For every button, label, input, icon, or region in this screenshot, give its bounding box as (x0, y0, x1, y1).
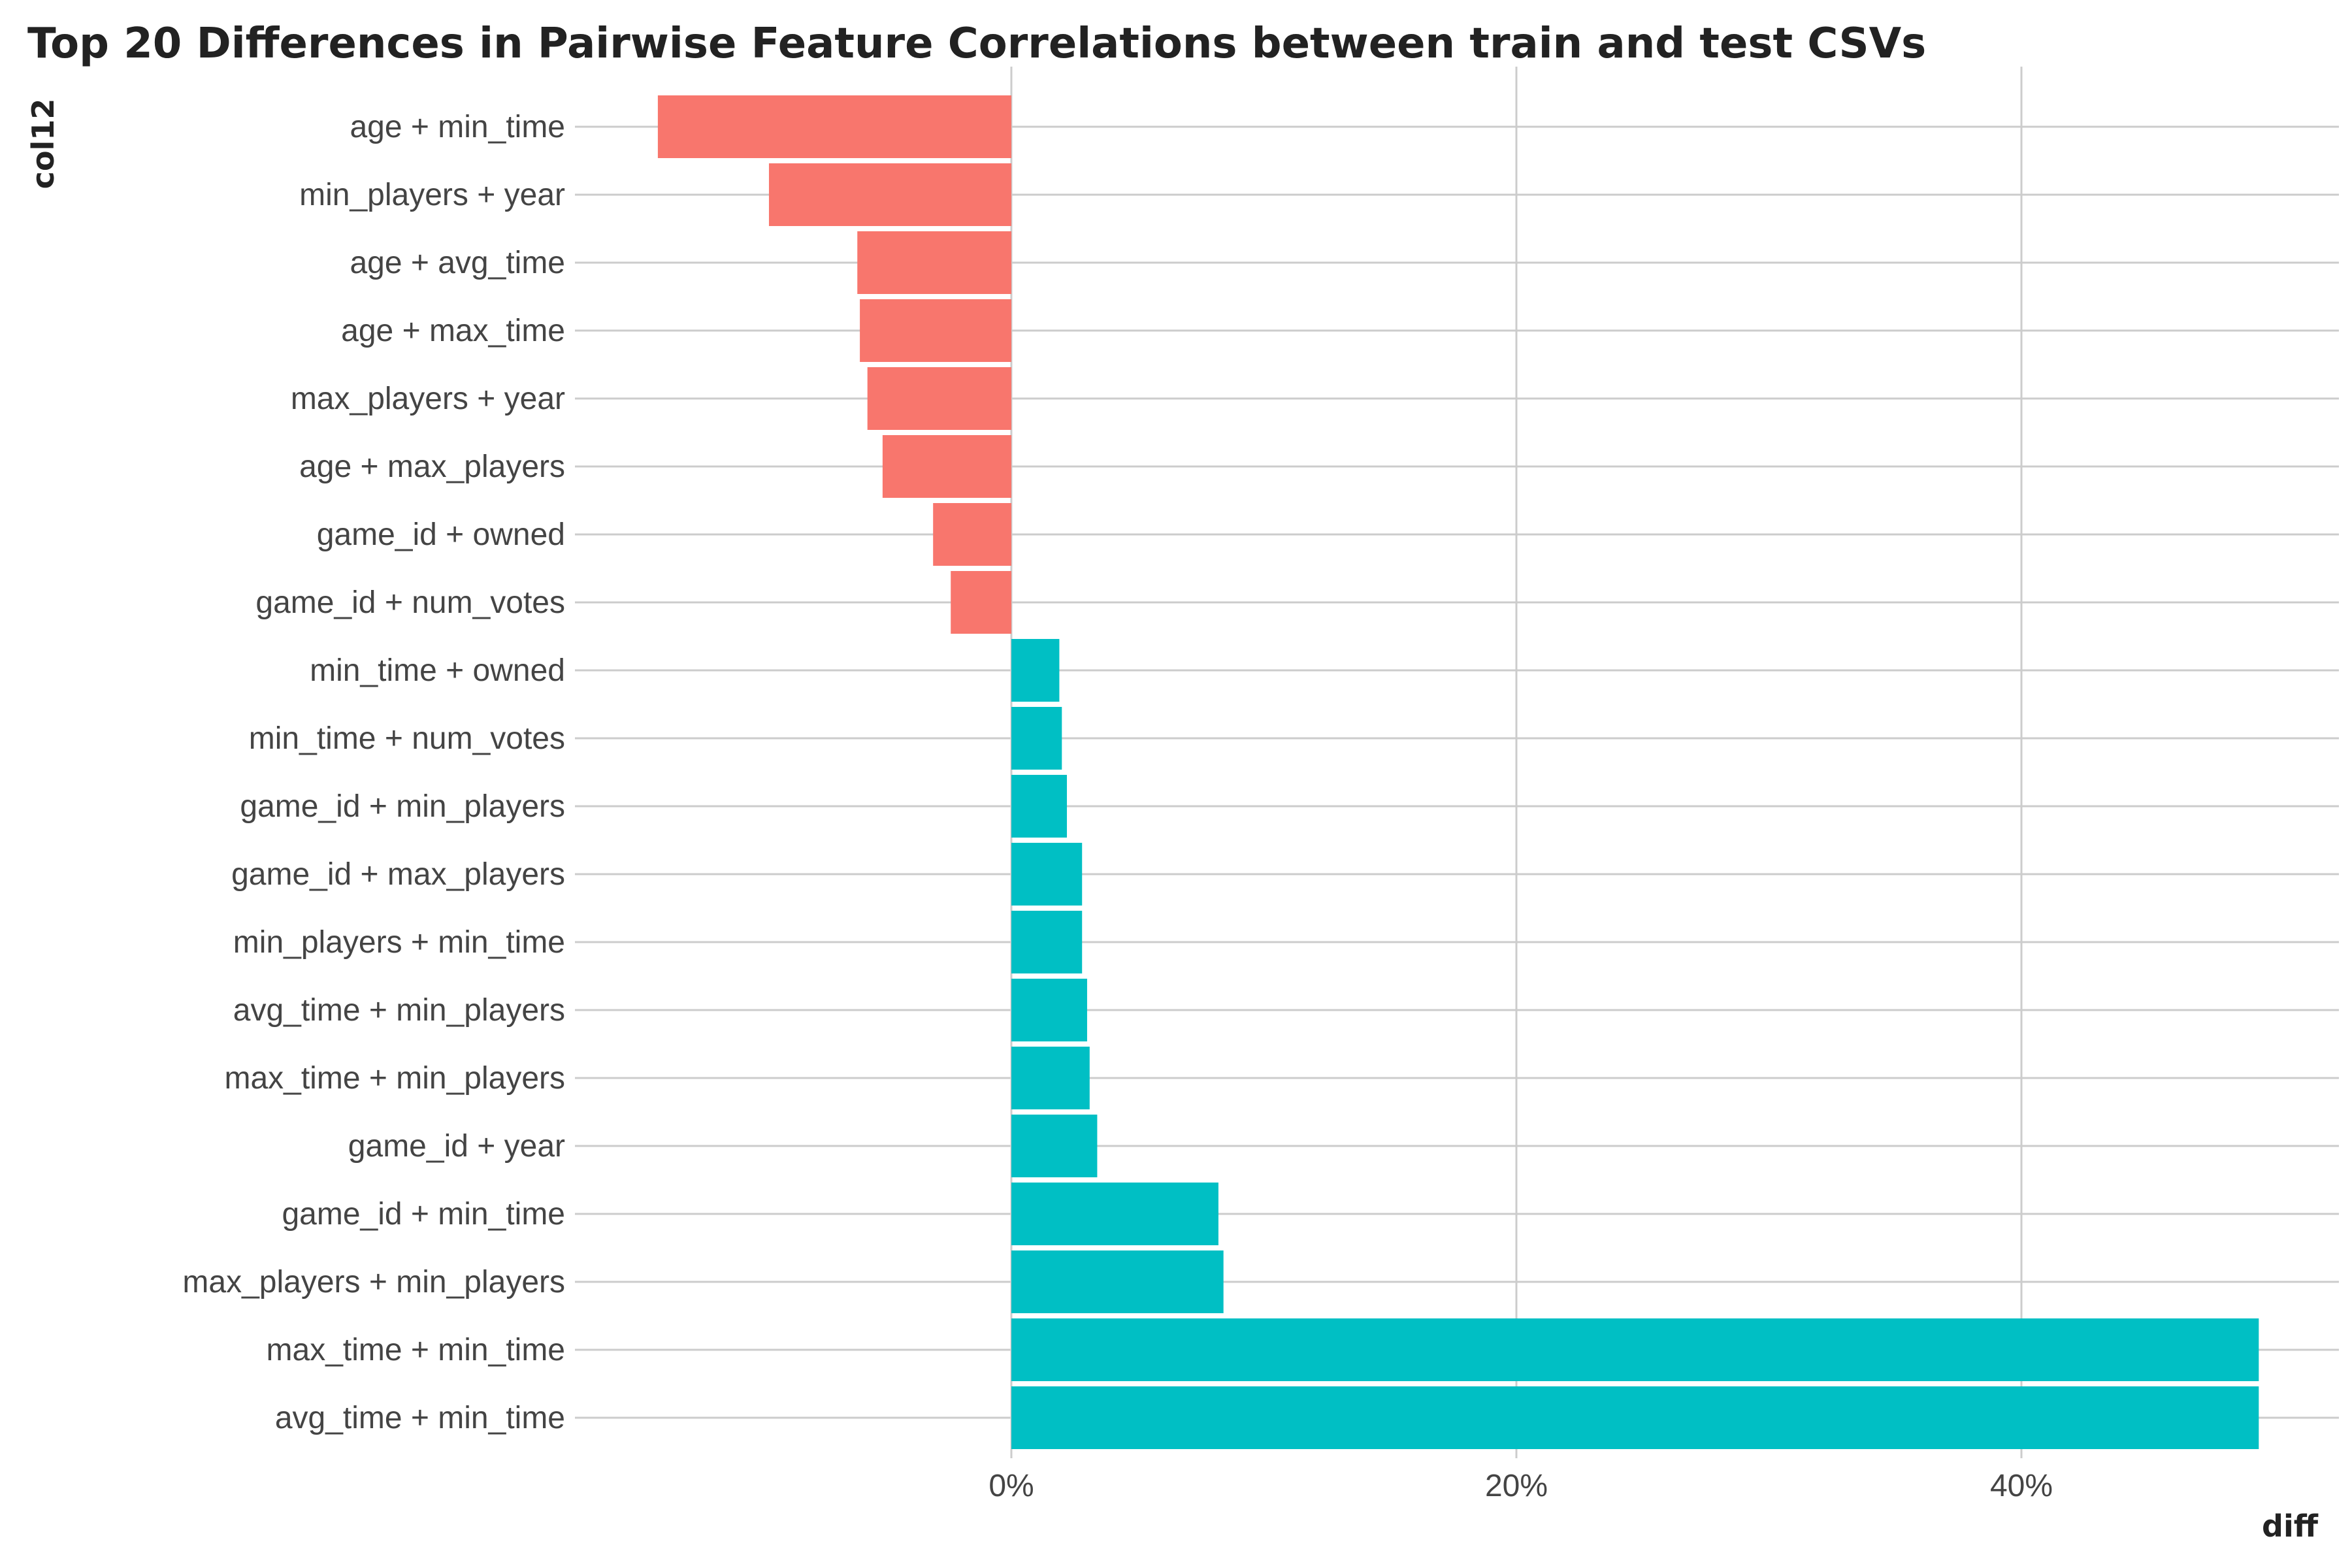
y-axis-tick-labels: age + min_time min_players + year age + av… (182, 110, 565, 1435)
bar (768, 163, 1011, 226)
bar (1011, 843, 1083, 906)
bar (1011, 639, 1060, 702)
bars (657, 95, 2259, 1449)
y-tick-label: game_id + num_votes (255, 585, 565, 620)
bar (1011, 775, 1068, 838)
y-tick-label: min_players + min_time (233, 925, 565, 960)
y-tick-label: age + avg_time (350, 246, 565, 280)
y-tick-label: age + max_time (341, 314, 565, 348)
y-tick-label: max_players + year (291, 382, 565, 416)
y-tick-label: min_time + owned (310, 653, 565, 688)
bar (1011, 1047, 1090, 1109)
bar (1011, 979, 1087, 1041)
y-axis-title: col12 (25, 99, 61, 189)
bar (1011, 911, 1083, 973)
y-tick-label: min_time + num_votes (249, 721, 565, 756)
x-tick-label: 0% (988, 1469, 1034, 1503)
bar (1011, 1183, 1218, 1245)
y-tick-label: age + min_time (350, 110, 565, 144)
bar (867, 367, 1011, 430)
bar (1011, 707, 1062, 770)
y-tick-label: game_id + year (348, 1129, 565, 1164)
x-tick-label: 20% (1485, 1469, 1548, 1503)
y-tick-label: max_players + min_players (182, 1265, 565, 1299)
bar (882, 435, 1011, 498)
bar (657, 95, 1011, 158)
y-tick-label: game_id + min_time (282, 1197, 565, 1232)
bar (860, 299, 1011, 362)
y-tick-label: avg_time + min_time (275, 1401, 565, 1435)
x-tick-label: 40% (1990, 1469, 2053, 1503)
bar (1011, 1250, 1224, 1313)
y-tick-label: age + max_players (299, 449, 565, 484)
bar (1011, 1386, 2259, 1449)
bar (933, 503, 1011, 566)
y-tick-label: min_players + year (299, 178, 565, 212)
y-tick-label: game_id + max_players (231, 857, 565, 892)
x-axis-title: diff (2262, 1509, 2319, 1544)
chart-title: Top 20 Differences in Pairwise Feature C… (27, 20, 1926, 68)
bar (1011, 1115, 1098, 1177)
y-tick-label: max_time + min_players (224, 1061, 565, 1096)
y-tick-label: max_time + min_time (267, 1333, 565, 1367)
x-axis-tick-labels: 0% 20% 40% (988, 1469, 2053, 1503)
y-tick-label: game_id + owned (317, 517, 565, 552)
bar (951, 571, 1011, 634)
y-tick-label: avg_time + min_players (233, 993, 565, 1028)
bar (1011, 1318, 2259, 1381)
y-tick-label: game_id + min_players (240, 789, 565, 824)
grid (575, 67, 2339, 1458)
bar (857, 231, 1011, 294)
